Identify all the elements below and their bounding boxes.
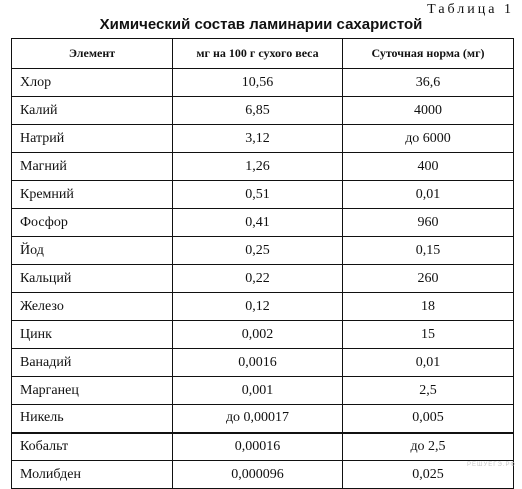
- element-daily-norm: 15: [342, 320, 514, 349]
- element-content: 3,12: [172, 124, 343, 153]
- table-row: Натрий 3,12 до 6000: [11, 124, 514, 153]
- table-row: Кремний 0,51 0,01: [11, 180, 514, 209]
- element-content: 0,0016: [172, 348, 343, 377]
- element-content: 0,22: [172, 264, 343, 293]
- table-row: Фосфор 0,41 960: [11, 208, 514, 237]
- element-name: Натрий: [11, 124, 173, 153]
- element-daily-norm: 0,15: [342, 236, 514, 265]
- element-content: 0,41: [172, 208, 343, 237]
- element-daily-norm: 36,6: [342, 68, 514, 97]
- table-row: Хлор 10,56 36,6: [11, 68, 514, 97]
- element-content: 6,85: [172, 96, 343, 125]
- element-name: Магний: [11, 152, 173, 181]
- table-row: Калий 6,85 4000: [11, 96, 514, 125]
- table-row: Цинк 0,002 15: [11, 320, 514, 349]
- element-daily-norm: 2,5: [342, 376, 514, 405]
- element-daily-norm: 0,01: [342, 348, 514, 377]
- element-content: 0,51: [172, 180, 343, 209]
- element-name: Марганец: [11, 376, 173, 405]
- element-content: до 0,00017: [172, 404, 343, 433]
- element-content: 0,25: [172, 236, 343, 265]
- header-content: мг на 100 г сухого веса: [172, 38, 343, 69]
- element-content: 0,000096: [172, 460, 343, 489]
- element-daily-norm: 4000: [342, 96, 514, 125]
- header-element: Элемент: [11, 38, 173, 69]
- element-daily-norm: до 2,5: [342, 431, 514, 461]
- element-name: Йод: [11, 236, 173, 265]
- table-row: Магний 1,26 400: [11, 152, 514, 181]
- table-row: Кобальт 0,00016 до 2,5: [11, 431, 514, 461]
- element-daily-norm: 400: [342, 152, 514, 181]
- element-name: Кальций: [11, 264, 173, 293]
- table-row: Кальций 0,22 260: [11, 264, 514, 293]
- element-name: Хлор: [11, 68, 173, 97]
- element-content: 0,12: [172, 292, 343, 321]
- element-content: 10,56: [172, 68, 343, 97]
- table-number-label: Таблица 1: [427, 2, 514, 17]
- element-content: 0,00016: [172, 431, 343, 461]
- chemical-composition-table: Элемент мг на 100 г сухого веса Суточная…: [11, 38, 514, 489]
- element-name: Молибден: [11, 460, 173, 489]
- table-row: Никель до 0,00017 0,005: [11, 404, 514, 433]
- element-daily-norm: 960: [342, 208, 514, 237]
- element-daily-norm: 0,01: [342, 180, 514, 209]
- element-daily-norm: до 6000: [342, 124, 514, 153]
- element-name: Калий: [11, 96, 173, 125]
- table-title: Химический состав ламинарии сахаристой: [99, 16, 423, 33]
- element-name: Железо: [11, 292, 173, 321]
- table-row: Железо 0,12 18: [11, 292, 514, 321]
- table-row: Йод 0,25 0,15: [11, 236, 514, 265]
- element-name: Фосфор: [11, 208, 173, 237]
- element-daily-norm: 18: [342, 292, 514, 321]
- element-daily-norm: 260: [342, 264, 514, 293]
- table-row: Молибден 0,000096 0,025: [11, 460, 514, 489]
- element-name: Цинк: [11, 320, 173, 349]
- table-row: Марганец 0,001 2,5: [11, 376, 514, 405]
- element-name: Кобальт: [11, 431, 173, 461]
- element-name: Ванадий: [11, 348, 173, 377]
- element-name: Кремний: [11, 180, 173, 209]
- table-row: Ванадий 0,0016 0,01: [11, 348, 514, 377]
- element-name: Никель: [11, 404, 173, 433]
- element-content: 0,002: [172, 320, 343, 349]
- element-content: 0,001: [172, 376, 343, 405]
- table-header-row: Элемент мг на 100 г сухого веса Суточная…: [11, 38, 514, 69]
- element-daily-norm: 0,005: [342, 404, 514, 433]
- watermark: РЕШУЕГЭ.РФ: [466, 462, 516, 468]
- element-content: 1,26: [172, 152, 343, 181]
- header-daily-norm: Суточная норма (мг): [342, 38, 514, 69]
